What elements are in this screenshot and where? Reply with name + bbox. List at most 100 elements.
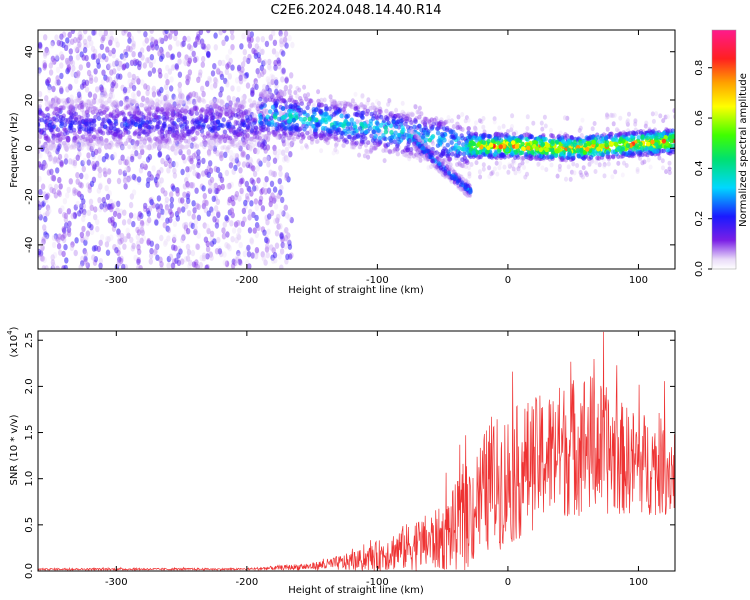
spectrogram-cell xyxy=(60,205,65,212)
spectrogram-cell xyxy=(621,151,626,156)
spectrogram-cell xyxy=(72,159,78,167)
spectrogram-cell xyxy=(116,109,121,117)
spectrogram-cell xyxy=(238,259,243,266)
spectrogram-cell xyxy=(523,174,528,180)
spectrogram-cell xyxy=(176,206,182,214)
spectrogram-cell xyxy=(184,202,189,210)
spectrogram-cell xyxy=(264,108,270,116)
spectrogram-cell xyxy=(230,33,235,41)
spectrogram-cell xyxy=(109,205,114,213)
spectrogram-cell xyxy=(193,101,198,107)
spectrogram-cell xyxy=(98,182,103,189)
spectrogram-cell xyxy=(442,137,447,143)
spectrogram-cell xyxy=(256,109,261,115)
spectrogram-cell xyxy=(255,68,260,75)
spectrogram-cell xyxy=(201,202,207,210)
spectrogram-cell xyxy=(203,199,209,206)
spectrogram-cell xyxy=(282,135,287,141)
spectrogram-cell xyxy=(168,208,173,215)
spectrogram-cell xyxy=(125,30,130,37)
spectrogram-cell xyxy=(226,199,232,206)
spectrogram-cell xyxy=(117,212,122,219)
spectrogram-cell xyxy=(97,53,102,60)
spectrogram-cell xyxy=(188,259,193,266)
spectrogram-cell xyxy=(66,97,71,104)
spectrogram-cell xyxy=(257,56,262,64)
spectrogram-cell xyxy=(234,237,239,244)
spectrogram-cell xyxy=(52,146,57,153)
spectrogram-cell xyxy=(242,140,247,146)
spectrogram-cell xyxy=(110,216,115,223)
spectrogram-cell xyxy=(164,30,169,34)
spectrogram-cell xyxy=(86,144,91,151)
spectrogram-cell xyxy=(259,121,264,126)
spectrogram-cell xyxy=(58,140,63,147)
spectrogram-cell xyxy=(252,185,257,192)
spectrogram-cell xyxy=(236,85,241,93)
spectrogram-cell xyxy=(645,135,650,141)
spectrogram-cell xyxy=(99,103,105,109)
spectrogram-cell xyxy=(353,106,359,111)
spectrogram-cell xyxy=(327,106,332,112)
spectrogram-cell xyxy=(403,152,408,158)
spectrogram-cell xyxy=(205,112,210,118)
spectrogram-cell xyxy=(42,62,48,69)
spectrogram-cell xyxy=(278,223,283,230)
spectrogram-cell xyxy=(145,219,150,226)
spectrogram-cell xyxy=(97,171,103,179)
spectrogram-cell xyxy=(631,146,636,152)
spectrogram-cell xyxy=(206,30,211,34)
spectrogram-cell xyxy=(251,179,256,186)
spectrogram-cell xyxy=(172,172,178,179)
spectrogram-cell xyxy=(76,96,81,103)
spectrogram-cell xyxy=(90,150,96,158)
spectrogram-cell xyxy=(38,139,42,145)
spectrogram-cell xyxy=(226,95,231,102)
spectrogram-cell xyxy=(163,95,168,102)
spectrogram-cell xyxy=(215,150,220,157)
spectrogram-cell xyxy=(165,133,171,138)
spectrogram-cell xyxy=(246,36,252,43)
spectrogram-cell xyxy=(230,262,236,269)
spectrogram-cell xyxy=(177,207,182,215)
spectrogram-cell xyxy=(426,119,431,125)
spectrogram-cell xyxy=(165,90,170,97)
spectrogram-cell xyxy=(59,72,64,80)
spectrogram-cell xyxy=(208,160,213,167)
spectrogram-cell xyxy=(263,259,268,266)
spectrogram-cell xyxy=(115,207,120,214)
spectrogram-cell xyxy=(63,44,69,51)
spectrogram-cell xyxy=(89,180,95,187)
spectrogram-cell xyxy=(125,160,131,168)
spectrogram-cell xyxy=(81,54,86,61)
spectrogram-cell xyxy=(307,116,312,122)
spectrogram-cell xyxy=(510,162,514,168)
spectrogram-cell xyxy=(199,38,205,45)
spectrogram-cell xyxy=(206,138,211,145)
spectrogram-cell xyxy=(196,214,202,221)
spectrogram-cell xyxy=(529,134,534,140)
spectrogram-cell xyxy=(50,254,55,261)
spectrogram-cell xyxy=(64,153,69,160)
spectrogram-cell xyxy=(138,224,143,231)
spectrogram-cell xyxy=(219,176,225,183)
spectrogram-cell xyxy=(93,256,99,263)
spectrogram-cell xyxy=(53,156,58,163)
spectrogram-cell xyxy=(130,149,135,157)
spectrogram-cell xyxy=(213,77,218,84)
spectrogram-cell xyxy=(203,141,208,147)
spectrogram-cell xyxy=(258,199,263,206)
spectrogram-cell xyxy=(571,155,576,161)
spectrogram-cell xyxy=(230,44,235,51)
spectrogram-cell xyxy=(269,209,275,217)
spectrogram-cell xyxy=(139,102,144,108)
spectrogram-cell xyxy=(85,230,91,237)
spectrogram-cell xyxy=(202,192,207,200)
spectrogram-cell xyxy=(61,227,67,234)
spectrogram-cell xyxy=(208,183,213,190)
spectrogram-cell xyxy=(140,79,145,86)
spectrogram-cell xyxy=(487,165,492,171)
spectrogram-cell xyxy=(81,165,87,173)
spectrogram-cell xyxy=(187,166,192,173)
spectrogram-cell xyxy=(87,35,92,42)
